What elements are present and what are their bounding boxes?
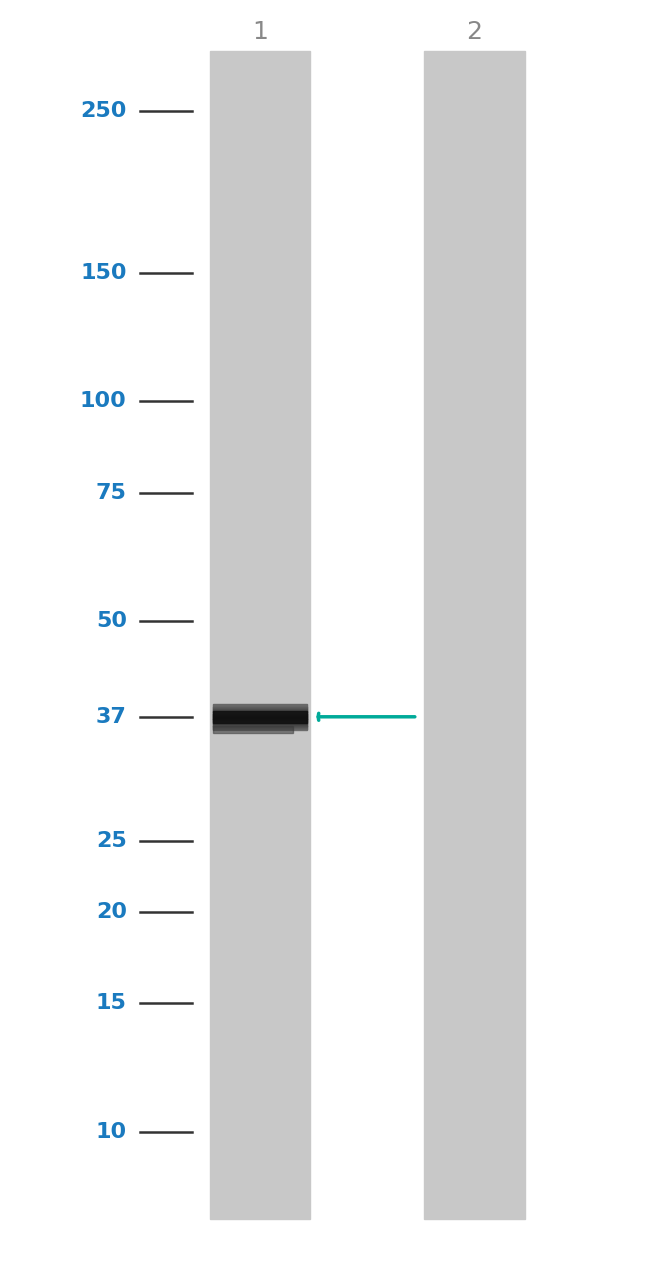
Bar: [213, 711, 307, 723]
Text: 250: 250: [81, 100, 127, 121]
Bar: [209, 51, 311, 1219]
Text: 2: 2: [467, 20, 482, 44]
Text: 37: 37: [96, 707, 127, 726]
Text: 20: 20: [96, 902, 127, 922]
Text: 10: 10: [96, 1121, 127, 1142]
Text: 75: 75: [96, 483, 127, 503]
Text: 15: 15: [96, 993, 127, 1013]
Text: 100: 100: [80, 391, 127, 411]
Text: 25: 25: [96, 831, 127, 851]
Bar: [213, 725, 293, 733]
Text: 150: 150: [80, 263, 127, 283]
Text: 1: 1: [252, 20, 268, 44]
Text: 50: 50: [96, 611, 127, 631]
Bar: [424, 51, 525, 1219]
